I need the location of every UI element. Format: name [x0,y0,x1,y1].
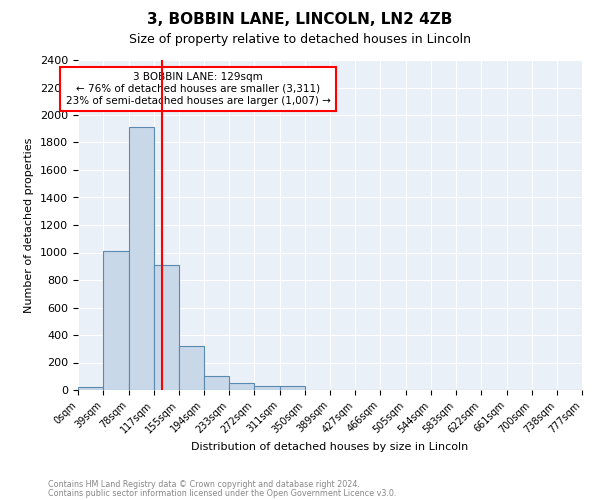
Bar [229,384,254,390]
Bar [78,387,103,390]
X-axis label: Distribution of detached houses by size in Lincoln: Distribution of detached houses by size … [191,442,469,452]
Bar [179,346,204,390]
Bar [154,265,179,390]
Text: Contains public sector information licensed under the Open Government Licence v3: Contains public sector information licen… [48,489,397,498]
Text: 3, BOBBIN LANE, LINCOLN, LN2 4ZB: 3, BOBBIN LANE, LINCOLN, LN2 4ZB [148,12,452,28]
Bar [280,386,305,390]
Bar [103,251,128,390]
Y-axis label: Number of detached properties: Number of detached properties [25,138,34,312]
Bar [254,386,280,390]
Bar [204,376,229,390]
Text: 3 BOBBIN LANE: 129sqm
← 76% of detached houses are smaller (3,311)
23% of semi-d: 3 BOBBIN LANE: 129sqm ← 76% of detached … [65,72,331,106]
Text: Size of property relative to detached houses in Lincoln: Size of property relative to detached ho… [129,32,471,46]
Bar [128,128,154,390]
Text: Contains HM Land Registry data © Crown copyright and database right 2024.: Contains HM Land Registry data © Crown c… [48,480,360,489]
